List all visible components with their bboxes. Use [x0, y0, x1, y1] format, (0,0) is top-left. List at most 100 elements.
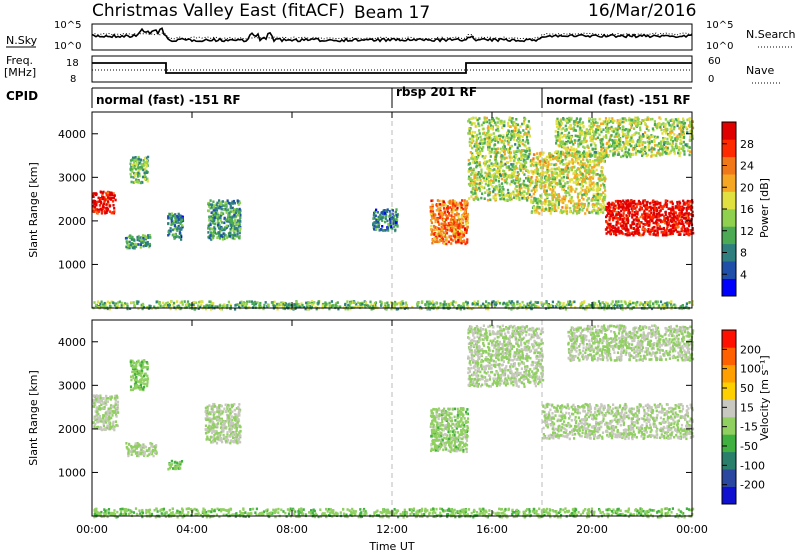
power-cell-8 [535, 163, 538, 167]
power-cell-9 [676, 207, 680, 210]
power-cell-10 [607, 127, 610, 130]
power-cell-11 [656, 300, 659, 304]
power-cell-11 [487, 302, 490, 305]
power-cell-6 [446, 210, 449, 213]
power-cell-4 [239, 216, 242, 219]
power-cell-6 [436, 218, 439, 221]
power-cell-7 [480, 140, 483, 143]
power-cell-4 [216, 212, 219, 215]
power-cell-8 [578, 157, 581, 161]
power-cell-2 [134, 245, 138, 249]
power-cell-8 [584, 181, 587, 185]
power-cell-9 [653, 200, 657, 204]
power-cell-8 [560, 200, 563, 204]
power-cell-6 [430, 228, 433, 231]
power-cell-10 [630, 144, 633, 148]
power-cell-4 [239, 209, 242, 212]
power-cell-8 [554, 204, 557, 207]
power-cell-1 [132, 181, 135, 184]
power-cell-7 [485, 120, 488, 124]
power-cell-10 [607, 131, 610, 134]
power-cell-7 [521, 135, 524, 139]
power-cell-8 [588, 155, 592, 158]
power-cell-8 [548, 183, 551, 187]
power-cell-4 [210, 205, 214, 209]
power-cell-7 [471, 130, 474, 134]
power-cell-7 [516, 146, 519, 150]
power-cell-6 [433, 228, 436, 232]
power-cell-3 [174, 216, 177, 220]
power-cell-3 [171, 222, 174, 226]
power-cell-9 [621, 232, 624, 235]
power-cell-10 [568, 118, 571, 121]
power-cell-7 [494, 199, 497, 202]
power-cell-6 [448, 235, 451, 239]
power-cell-10 [648, 137, 651, 140]
power-cell-4 [238, 201, 242, 205]
power-cell-6 [466, 240, 469, 244]
power-cell-10 [626, 143, 629, 146]
power-cell-7 [519, 169, 522, 172]
power-cell-10 [645, 125, 648, 128]
power-cell-9 [649, 228, 653, 232]
power-cell-4 [227, 208, 230, 211]
power-cell-10 [630, 126, 633, 129]
power-cell-9 [610, 225, 613, 228]
power-cell-10 [623, 128, 626, 132]
power-cell-7 [528, 134, 531, 138]
power-cell-8 [536, 211, 539, 214]
power-cell-2 [128, 246, 131, 250]
power-cell-1 [135, 167, 138, 171]
power-cell-9 [614, 229, 617, 232]
power-cell-7 [488, 147, 491, 151]
power-cell-4 [218, 203, 221, 206]
power-cell-7 [483, 131, 486, 135]
power-cell-9 [649, 214, 652, 217]
power-cell-7 [478, 161, 481, 164]
power-cell-11 [666, 301, 669, 305]
power-cell-8 [529, 177, 532, 181]
power-cell-8 [549, 212, 552, 215]
power-cell-7 [509, 182, 512, 186]
power-cell-8 [552, 180, 555, 183]
power-cell-10 [565, 119, 568, 122]
power-cell-7 [468, 162, 471, 166]
power-cell-9 [622, 218, 625, 222]
power-cell-11 [204, 307, 208, 311]
power-cell-2 [140, 241, 143, 244]
power-cell-8 [570, 166, 573, 170]
power-cell-10 [600, 143, 603, 147]
power-cell-6 [434, 217, 437, 220]
power-cell-10 [578, 154, 581, 158]
power-cell-10 [558, 123, 561, 126]
power-cell-5 [384, 217, 387, 220]
power-cell-3 [178, 221, 181, 225]
power-cell-9 [671, 205, 674, 209]
power-cell-1 [145, 171, 148, 174]
power-cell-6 [439, 203, 442, 206]
power-cell-9 [662, 205, 665, 208]
power-cell-8 [554, 163, 557, 167]
power-cell-8 [571, 161, 574, 164]
power-cell-8 [537, 197, 540, 201]
power-cell-7 [502, 154, 505, 158]
power-cell-11 [110, 300, 113, 304]
power-cell-9 [631, 210, 634, 213]
power-cell-10 [640, 147, 643, 151]
power-cell-2 [125, 245, 128, 249]
power-cell-4 [225, 226, 228, 229]
power-cell-6 [466, 212, 470, 216]
power-cell-1 [136, 173, 140, 177]
power-cell-7 [475, 157, 478, 161]
power-cell-7 [519, 162, 522, 166]
power-cell-9 [627, 219, 630, 222]
power-cell-10 [566, 119, 569, 122]
power-cell-8 [569, 197, 572, 201]
power-cell-8 [553, 209, 556, 213]
power-cell-7 [473, 161, 476, 165]
power-cell-10 [570, 116, 573, 120]
power-cell-7 [503, 175, 506, 179]
power-cell-9 [612, 208, 615, 212]
power-cell-10 [674, 137, 677, 140]
power-cell-7 [523, 133, 526, 136]
